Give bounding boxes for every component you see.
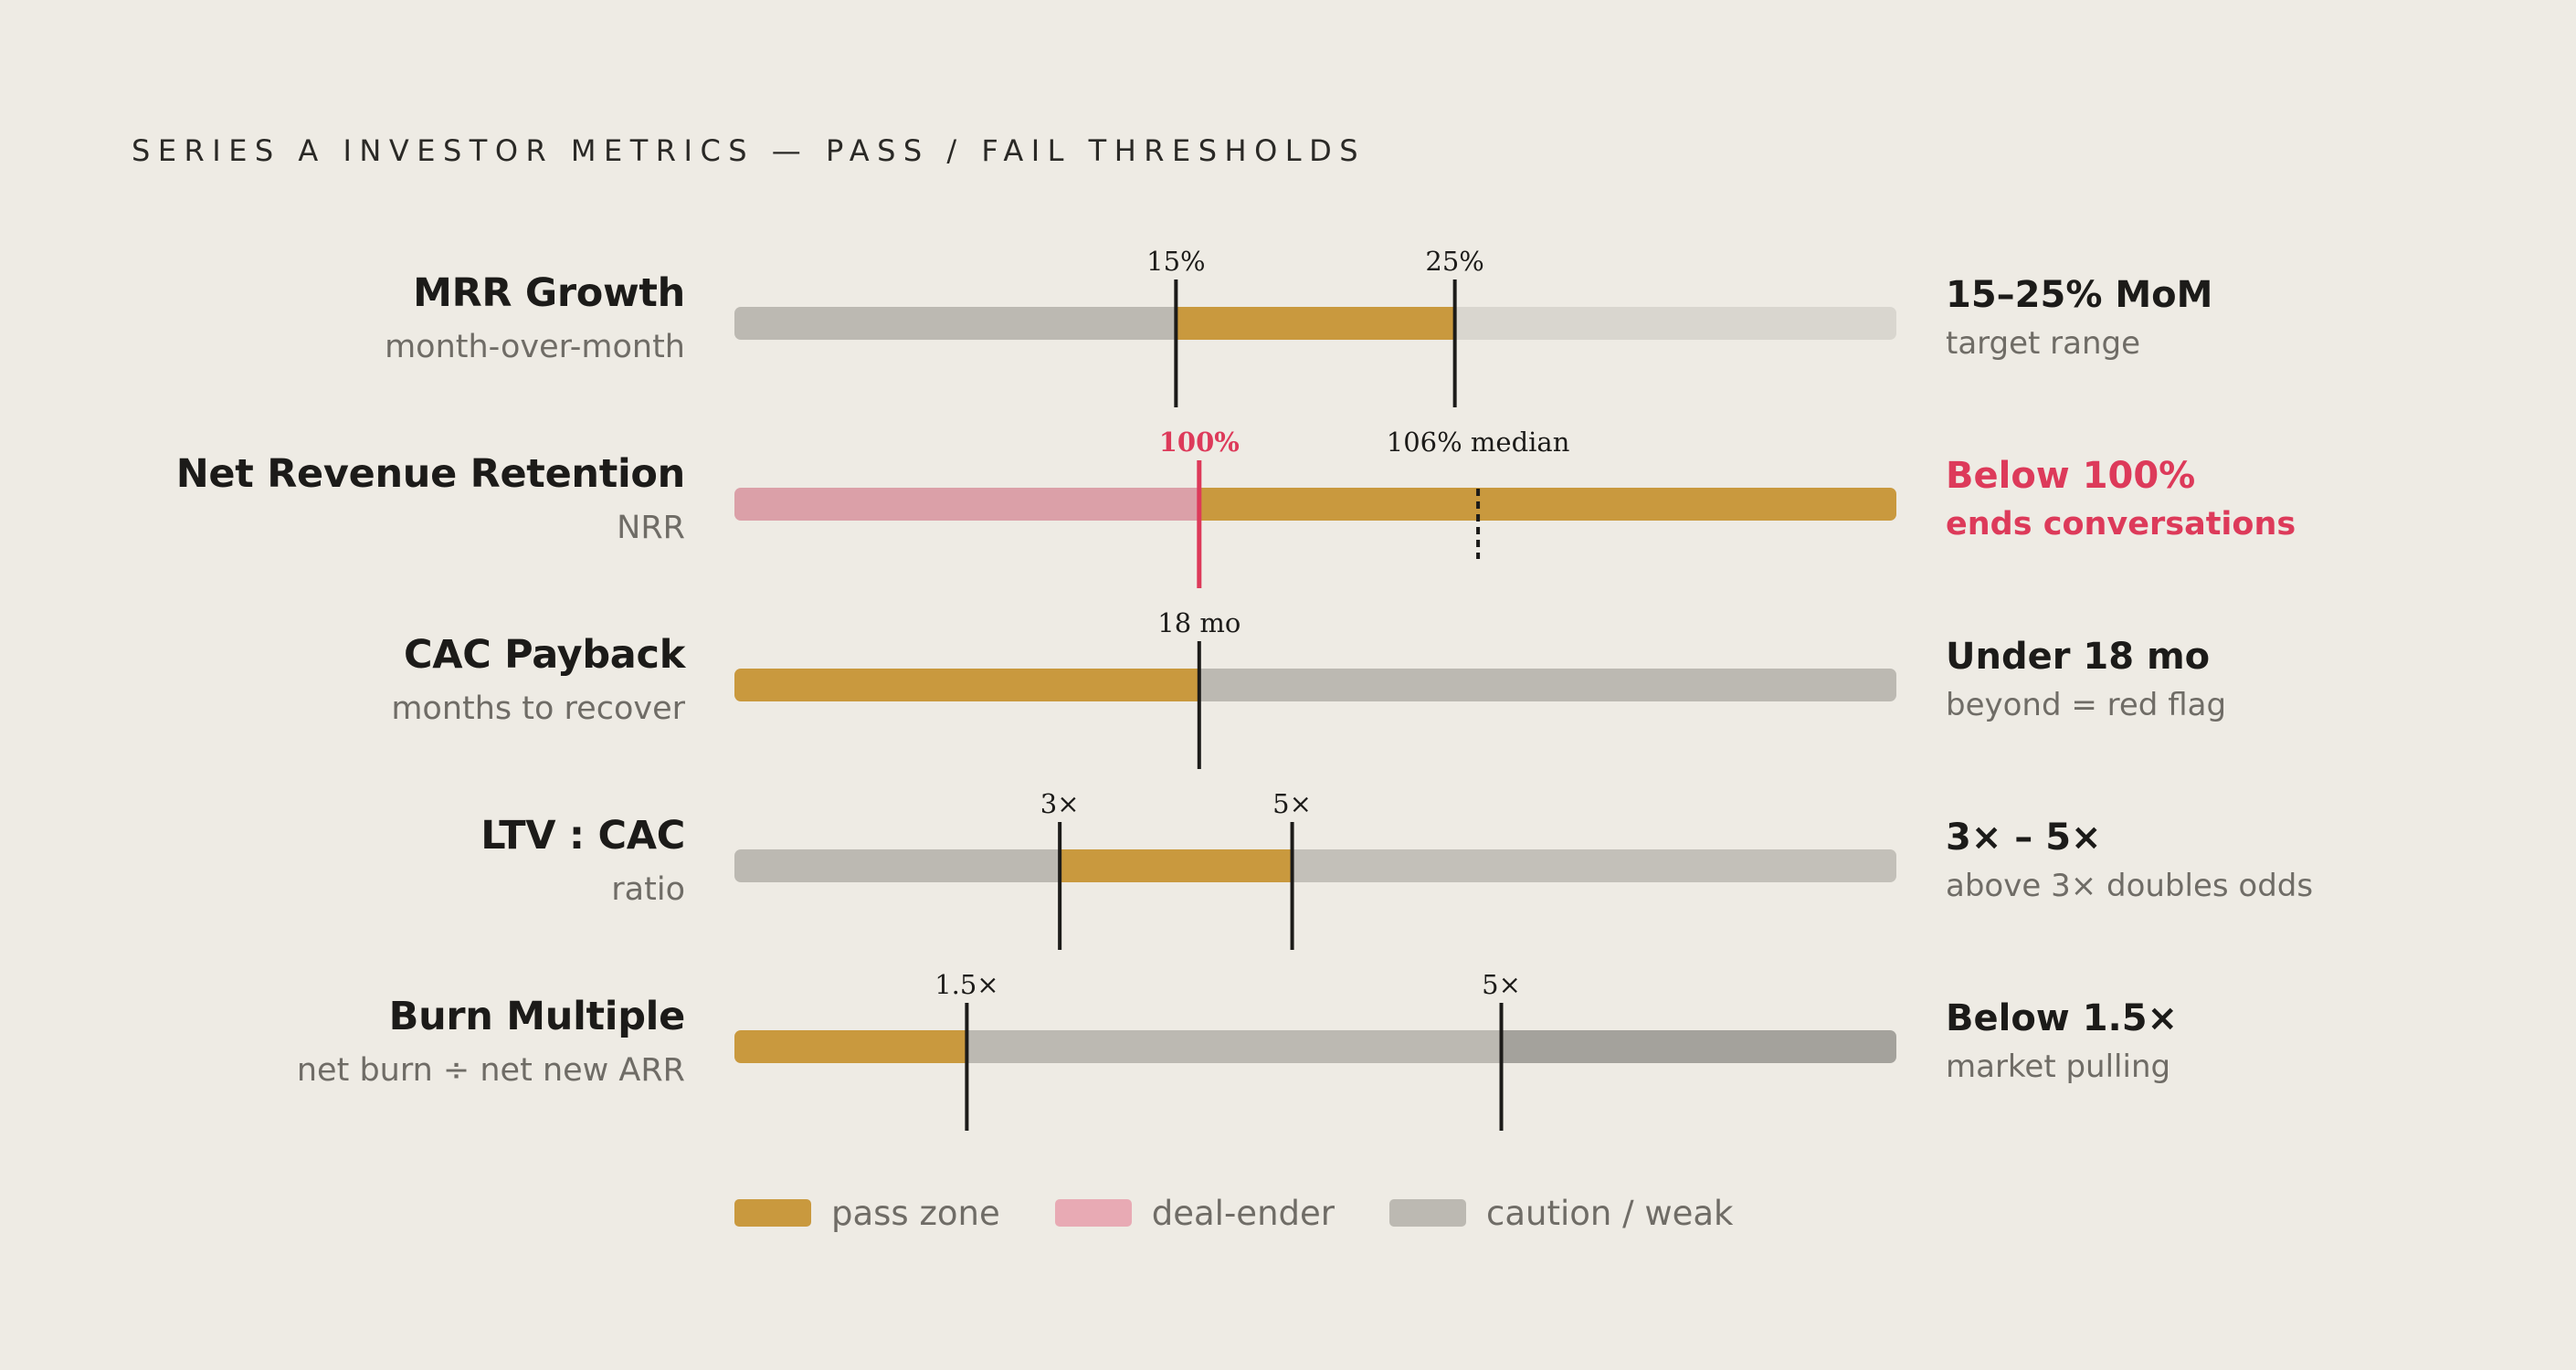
threshold-label: 106% median [1387,427,1570,458]
chart-title: SERIES A INVESTOR METRICS — PASS / FAIL … [132,133,1367,168]
bar-track [734,1030,1896,1063]
metric-summary-sub: ends conversations [1946,506,2296,543]
metric-name: MRR Growth [413,270,685,316]
threshold-label: 18 mo [1157,607,1240,638]
threshold-label: 5× [1482,969,1521,1000]
metric-name: Burn Multiple [388,994,686,1039]
metric-row-burn-multiple: Burn Multiple net burn ÷ net new ARR 1.5… [0,969,2576,1175]
metric-summary: Below 100% [1946,455,2196,497]
metric-subtitle: net burn ÷ net new ARR [296,1052,685,1089]
metric-row-mrr-growth: MRR Growth month-over-month 15% 25% 15–25… [0,246,2576,451]
metric-summary-sub: above 3× doubles odds [1946,868,2314,904]
bar-segment-caution [966,1030,1503,1063]
legend-item-pass: pass zone [734,1194,1000,1233]
legend-item-dealender: deal-ender [1054,1193,1335,1233]
bar-segment-caution-mid [1292,849,1896,882]
threshold-label: 100% [1159,427,1240,458]
bar-segment-caution-dark [1501,1030,1896,1063]
metric-summary: 3× – 5× [1946,817,2102,859]
metric-subtitle: NRR [617,510,685,546]
bar-segment-caution [1198,669,1896,701]
legend-swatch-pass [734,1199,811,1227]
legend-label: pass zone [831,1193,1000,1233]
bar-segment-pass [1060,849,1293,882]
bar-segment-caution-light [1454,307,1896,340]
metric-subtitle: ratio [611,871,685,908]
threshold-bar: 3× 5× [734,788,1896,950]
metric-subtitle: month-over-month [385,329,685,365]
bar-segment-pass [734,1030,967,1063]
bar-segment-pass [1198,488,1896,521]
legend: pass zone deal-ender caution / weak [734,1187,1788,1238]
threshold-bar: 100% 106% median [734,427,1896,588]
metric-name: CAC Payback [403,632,685,678]
legend-label: deal-ender [1151,1193,1335,1233]
legend-label: caution / weak [1485,1193,1734,1233]
threshold-label: 15% [1146,246,1205,277]
metric-summary-sub: target range [1946,325,2141,362]
bar-track [734,669,1896,701]
threshold-label: 1.5× [934,969,998,1000]
threshold-label: 3× [1040,788,1080,819]
bar-track [734,488,1896,521]
bar-track [734,307,1896,340]
metric-summary: Below 1.5× [1946,997,2179,1039]
threshold-label: 5× [1272,788,1312,819]
metric-summary: Under 18 mo [1946,636,2211,678]
metric-summary-sub: market pulling [1946,1049,2171,1085]
threshold-bar: 18 mo [734,607,1896,769]
legend-item-caution: caution / weak [1388,1193,1734,1233]
metric-subtitle: months to recover [391,690,685,727]
metric-row-nrr: Net Revenue Retention NRR 100% 106% media… [0,427,2576,632]
metric-name: LTV : CAC [480,813,685,859]
metric-name: Net Revenue Retention [175,451,686,497]
legend-swatch-caution [1388,1199,1466,1227]
metric-row-cac-payback: CAC Payback months to recover 18 mo Unde… [0,607,2576,813]
bar-segment-dealender [734,488,1200,521]
bar-segment-caution [734,849,1061,882]
bar-track [734,849,1896,882]
metric-row-ltv-cac: LTV : CAC ratio 3× 5× 3× – 5× above 3× do… [0,788,2576,994]
legend-swatch-dealender [1054,1199,1132,1227]
bar-segment-pass [1176,307,1456,340]
threshold-bar: 1.5× 5× [734,969,1896,1131]
metric-summary-sub: beyond = red flag [1946,687,2227,723]
threshold-bar: 15% 25% [734,246,1896,407]
threshold-label: 25% [1425,246,1483,277]
bar-segment-pass [734,669,1200,701]
bar-segment-caution [734,307,1177,340]
metric-summary: 15–25% MoM [1946,274,2213,316]
